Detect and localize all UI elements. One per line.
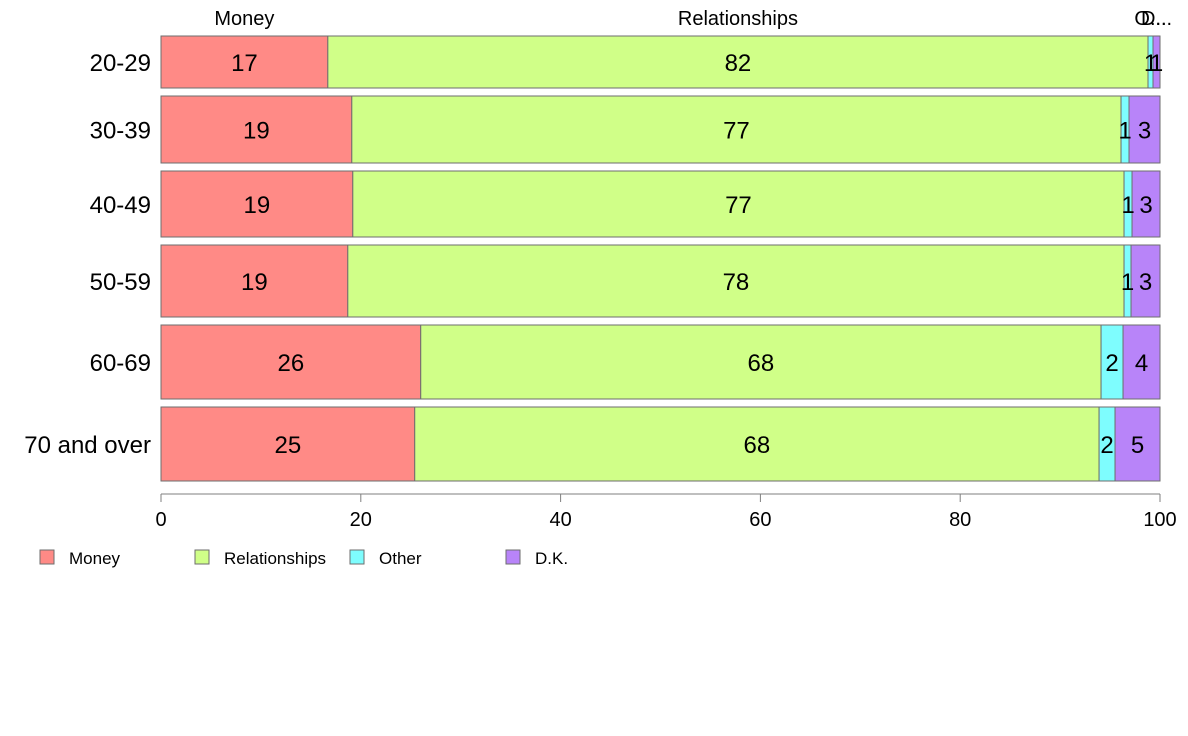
row-labels: 20-29 30-39 40-49 50-59 60-69 70 and over (24, 50, 151, 459)
bar-segment (1128, 95, 1161, 164)
bar-value-label: 3 (1139, 192, 1152, 219)
bar-value-label: 77 (723, 118, 750, 145)
bars (160, 35, 1161, 482)
bar-value-label: 19 (244, 192, 271, 219)
x-axis: 0 20 40 60 80 100 (155, 493, 1177, 531)
legend-swatch (349, 549, 365, 565)
legend-label: Relationships (224, 549, 326, 568)
bar-segment (327, 35, 1149, 89)
bar-segment (1114, 406, 1161, 482)
bar-value-label: 25 (275, 432, 302, 459)
bar-value-label: 4 (1135, 350, 1148, 377)
top-label-3: D... (1141, 8, 1172, 30)
bar-segment (160, 170, 354, 238)
top-label-2: O... (1134, 8, 1166, 30)
bar-value-label: 3 (1139, 269, 1152, 296)
bar-value-label: 1 (1118, 118, 1131, 145)
legend: Money Relationships Other D.K. (39, 549, 568, 568)
x-tick-label: 0 (155, 509, 166, 531)
row-label: 20-29 (90, 50, 151, 77)
top-label-0: Money (214, 8, 274, 30)
bar-value-label: 5 (1131, 432, 1144, 459)
bar-value-label: 77 (725, 192, 752, 219)
bar-value-label: 1 (1121, 192, 1134, 219)
row-label: 60-69 (90, 350, 151, 377)
bar-segment (160, 406, 416, 482)
row-label: 30-39 (90, 118, 151, 145)
legend-swatch (39, 549, 55, 565)
bar-value-label: 19 (241, 269, 268, 296)
bar-segment (1131, 170, 1161, 238)
bar-value-label: 1 (1150, 50, 1163, 77)
bar-value-label: 26 (278, 350, 305, 377)
bar-segment (351, 95, 1122, 164)
legend-label: D.K. (535, 549, 568, 568)
legend-label: Money (69, 549, 121, 568)
bar-segment (352, 170, 1125, 238)
bar-value-label: 3 (1138, 118, 1151, 145)
x-tick-label: 60 (749, 509, 771, 531)
bar-value-label: 82 (725, 50, 752, 77)
bar-segment (1130, 244, 1161, 318)
bar-segment (1122, 324, 1161, 400)
legend-swatch (505, 549, 521, 565)
bar-segment (160, 324, 422, 400)
x-tick-label: 40 (549, 509, 571, 531)
bar-segment (414, 406, 1100, 482)
bar-value-label: 19 (243, 118, 270, 145)
bar-value-label: 1 (1121, 269, 1134, 296)
bar-value-label: 2 (1105, 350, 1118, 377)
top-label-1: Relationships (678, 8, 798, 30)
bar-value-label: 78 (723, 269, 750, 296)
legend-label: Other (379, 549, 422, 568)
bar-value-label: 68 (748, 350, 775, 377)
legend-swatch (194, 549, 210, 565)
bar-segment (1152, 35, 1161, 89)
row-label: 50-59 (90, 269, 151, 296)
row-label: 70 and over (24, 432, 151, 459)
bar-segment (160, 95, 353, 164)
bar-segment (347, 244, 1125, 318)
row-label: 40-49 (90, 192, 151, 219)
bar-value-label: 17 (231, 50, 258, 77)
top-category-labels: Money Relationships O...D... (214, 8, 1172, 30)
x-tick-label: 80 (949, 509, 971, 531)
x-tick-label: 100 (1143, 509, 1176, 531)
bar-value-label: 68 (744, 432, 771, 459)
bar-value-label: 1 (1144, 50, 1157, 77)
x-tick-label: 20 (350, 509, 372, 531)
bar-value-label: 2 (1100, 432, 1113, 459)
bar-segment (420, 324, 1102, 400)
bar-segment (160, 244, 349, 318)
